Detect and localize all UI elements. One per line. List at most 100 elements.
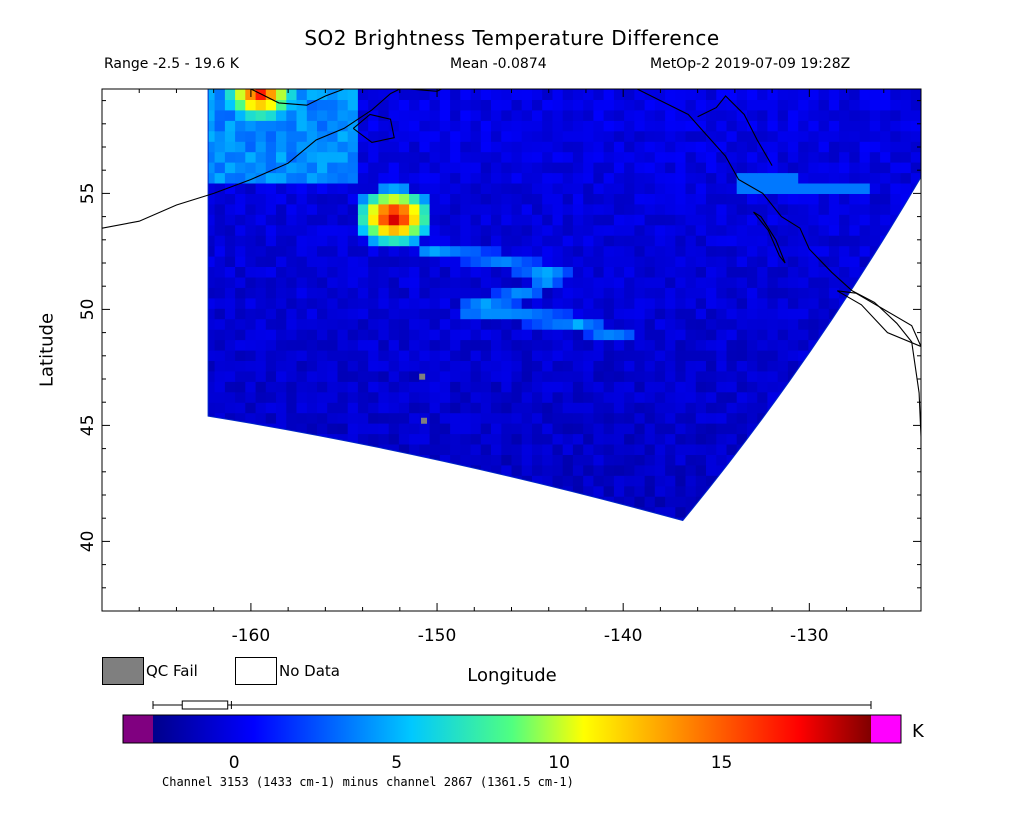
data-cell bbox=[562, 151, 574, 163]
data-cell bbox=[532, 517, 543, 521]
data-cell bbox=[808, 444, 820, 455]
data-cell bbox=[491, 601, 502, 612]
data-cell bbox=[123, 340, 134, 351]
data-cell bbox=[553, 559, 564, 570]
data-cell bbox=[542, 601, 553, 612]
data-cell bbox=[235, 130, 246, 142]
data-cell bbox=[470, 423, 482, 435]
data-cell bbox=[644, 130, 656, 142]
data-cell bbox=[613, 308, 625, 320]
data-cell bbox=[102, 381, 113, 392]
data-cell bbox=[317, 475, 328, 487]
data-cell bbox=[706, 162, 717, 174]
data-cell bbox=[388, 433, 400, 445]
data-cell bbox=[255, 256, 267, 267]
data-cell bbox=[910, 475, 921, 487]
data-cell bbox=[174, 580, 185, 591]
data-cell bbox=[265, 360, 277, 372]
data-cell bbox=[583, 245, 594, 257]
data-cell bbox=[368, 569, 379, 580]
data-cell bbox=[235, 350, 246, 361]
data-cell bbox=[327, 464, 338, 476]
data-cell bbox=[255, 475, 267, 487]
data-cell bbox=[163, 329, 174, 340]
data-cell bbox=[542, 528, 553, 539]
data-cell bbox=[174, 173, 185, 184]
data-cell bbox=[214, 496, 226, 508]
data-cell bbox=[593, 391, 605, 403]
data-cell bbox=[665, 276, 676, 288]
data-cell bbox=[245, 433, 257, 445]
data-cell bbox=[890, 528, 901, 539]
data-cell bbox=[726, 172, 738, 184]
data-cell bbox=[460, 214, 472, 226]
data-cell bbox=[450, 256, 461, 267]
data-cell bbox=[787, 214, 799, 226]
data-cell bbox=[450, 423, 461, 435]
data-cell bbox=[747, 506, 758, 518]
data-cell bbox=[286, 235, 298, 247]
data-cell bbox=[716, 496, 728, 508]
data-cell bbox=[276, 580, 287, 591]
data-cell bbox=[440, 580, 451, 591]
data-cell bbox=[133, 152, 144, 163]
data-cell bbox=[439, 423, 451, 435]
data-cell bbox=[102, 392, 113, 403]
data-cell bbox=[818, 454, 830, 466]
data-cell bbox=[737, 538, 748, 549]
data-cell bbox=[787, 485, 799, 497]
data-cell bbox=[163, 340, 174, 351]
data-cell bbox=[777, 130, 789, 142]
data-cell bbox=[737, 548, 748, 559]
data-cell bbox=[900, 120, 912, 132]
data-cell bbox=[460, 193, 472, 205]
data-cell bbox=[255, 183, 267, 194]
data-cell bbox=[777, 276, 789, 288]
data-cell bbox=[214, 130, 226, 142]
data-cell bbox=[409, 183, 420, 194]
data-cell bbox=[613, 89, 625, 100]
data-cell bbox=[828, 506, 840, 518]
data-cell bbox=[532, 276, 543, 288]
data-cell bbox=[286, 183, 298, 194]
data-cell bbox=[378, 266, 390, 278]
data-cell bbox=[675, 151, 687, 163]
data-cell bbox=[491, 224, 502, 236]
data-cell bbox=[542, 99, 553, 111]
data-cell bbox=[604, 590, 615, 601]
data-cell bbox=[655, 569, 666, 580]
data-cell bbox=[747, 569, 758, 580]
data-cell bbox=[102, 131, 113, 142]
data-cell bbox=[644, 287, 656, 299]
data-cell bbox=[665, 162, 676, 174]
data-cell bbox=[225, 559, 236, 570]
data-cell bbox=[828, 381, 840, 393]
data-cell bbox=[286, 130, 298, 142]
data-cell bbox=[265, 256, 277, 267]
data-cell bbox=[327, 266, 338, 278]
data-cell bbox=[491, 339, 502, 351]
data-cell bbox=[123, 308, 134, 319]
data-cell bbox=[296, 412, 308, 424]
data-cell bbox=[306, 245, 318, 257]
data-cell bbox=[460, 120, 472, 132]
data-cell bbox=[716, 256, 728, 267]
data-cell bbox=[613, 318, 625, 330]
data-cell bbox=[819, 548, 830, 559]
data-cell bbox=[347, 266, 359, 278]
data-cell bbox=[327, 601, 338, 612]
data-cell bbox=[112, 319, 123, 330]
data-cell bbox=[777, 297, 789, 309]
data-cell bbox=[521, 496, 533, 508]
data-cell bbox=[123, 475, 134, 486]
data-cell bbox=[265, 391, 277, 403]
data-cell bbox=[890, 276, 902, 288]
data-cell bbox=[849, 496, 861, 508]
data-cell bbox=[849, 276, 861, 288]
data-cell bbox=[102, 475, 113, 486]
data-cell bbox=[286, 214, 298, 226]
data-cell bbox=[593, 214, 605, 226]
data-cell bbox=[869, 308, 881, 320]
data-cell bbox=[736, 130, 748, 142]
data-cell bbox=[429, 496, 441, 508]
